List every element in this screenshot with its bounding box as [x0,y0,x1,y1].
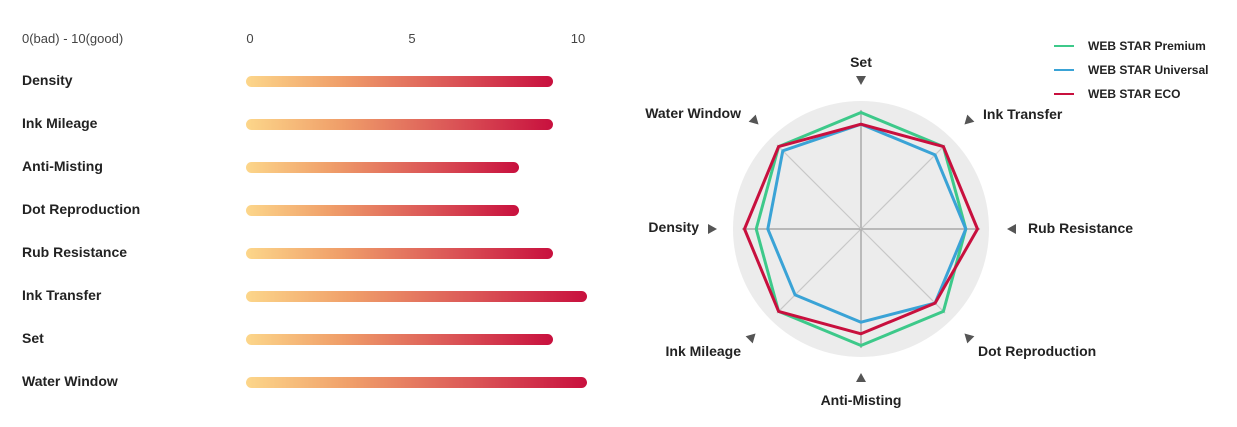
legend-swatch [1054,69,1074,71]
arrow-marker-icon [856,76,866,85]
radar-series-2 [766,122,968,324]
arrow-marker-icon [748,114,759,125]
bar-label: Set [22,330,44,346]
radar-axis-line [860,228,946,314]
legend-item: WEB STAR ECO [1054,82,1208,106]
bar [246,248,553,259]
bar-label: Anti-Misting [22,158,103,174]
arrow-marker-icon [1007,224,1016,234]
radar-axis-line [776,144,862,230]
legend-label: WEB STAR ECO [1088,87,1181,101]
arrow-marker-icon [745,333,756,344]
radar-axis-line [860,144,946,230]
bar [246,76,553,87]
bar [246,377,587,388]
bar [246,291,587,302]
tick-label-0: 0 [246,31,254,46]
legend-label: WEB STAR Universal [1088,63,1209,77]
radar-axis-label: Water Window [645,105,741,121]
bar-label: Rub Resistance [22,244,128,260]
legend-swatch [1054,93,1074,95]
radar-axis-label: Set [850,54,872,70]
bar [246,162,519,173]
legend-swatch [1054,45,1074,47]
arrow-marker-icon [964,333,975,344]
tick-label-10: 10 [570,31,586,46]
radar-axis-label: Ink Mileage [666,343,742,359]
bar [246,205,519,216]
radar-chart: Set Ink Transfer Rub Resistance Dot Reprodu… [645,54,1133,408]
arrow-marker-icon [964,114,975,125]
arrow-marker-icon [708,224,717,234]
radar-axis-label: Density [648,219,699,235]
bar [246,119,553,130]
radar-axis-label: Ink Transfer [983,106,1063,122]
bar-label: Water Window [22,373,118,389]
bar-chart: 0(bad) - 10(good) 0 5 10 Density Ink Mile… [22,31,587,389]
bar-label: Ink Mileage [22,115,98,131]
arrow-marker-icon [856,373,866,382]
legend-item: WEB STAR Universal [1054,58,1208,82]
radar-axis-label: Anti-Misting [821,392,902,408]
radar-axis-label: Dot Reproduction [978,343,1096,359]
legend: WEB STAR Premium WEB STAR Universal WEB ST… [1054,34,1208,106]
bar-label: Dot Reproduction [22,201,141,217]
legend-item: WEB STAR Premium [1054,34,1208,58]
tick-label-5: 5 [408,31,416,46]
radar-series-3 [743,122,979,336]
bar [246,334,553,345]
scale-caption: 0(bad) - 10(good) [22,31,124,46]
bar-label: Density [22,72,73,88]
bar-label: Ink Transfer [22,287,102,303]
radar-series-1 [754,111,968,347]
radar-axis-label: Rub Resistance [1028,220,1133,236]
legend-label: WEB STAR Premium [1088,39,1206,53]
radar-axis-line [776,228,862,314]
